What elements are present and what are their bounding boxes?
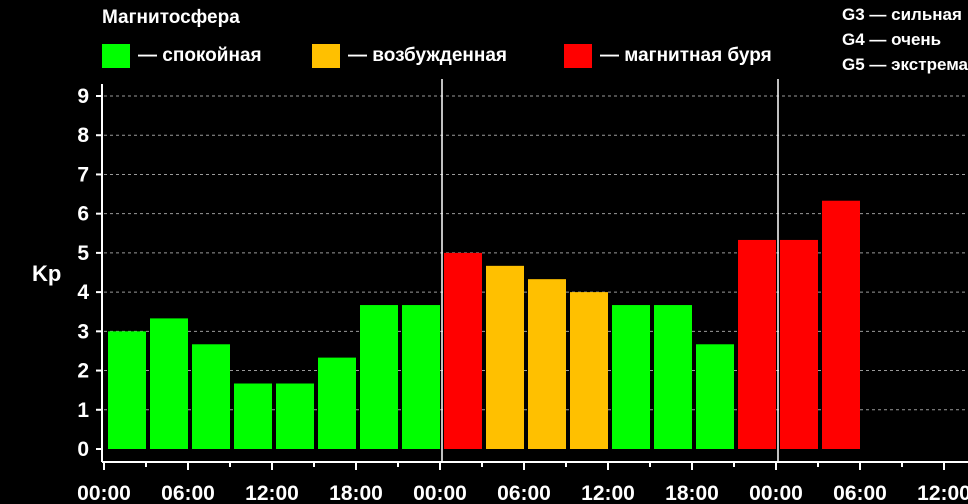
y-tick-label-4: 4 <box>77 281 89 304</box>
y-tick-label-7: 7 <box>77 163 89 186</box>
x-tick-label-4: 00:00 <box>413 482 467 504</box>
bar-14 <box>696 344 734 449</box>
day-separators <box>441 79 779 462</box>
g-scale-g4: G4 — очень <box>842 30 942 49</box>
g-scale-g3: G3 — сильная <box>842 5 962 24</box>
legend-item-storm: — магнитная буря <box>564 43 772 69</box>
x-tick-label-8: 00:00 <box>749 482 803 504</box>
y-tick-label-0: 0 <box>77 438 89 461</box>
legend-swatch-storm <box>564 44 592 68</box>
bar-10 <box>528 279 566 449</box>
legend-item-quiet: — спокойная <box>102 43 262 69</box>
y-tick-label-6: 6 <box>77 203 89 226</box>
bar-1 <box>150 318 188 449</box>
x-tick-label-2: 12:00 <box>245 482 299 504</box>
x-tick-label-0: 00:00 <box>77 482 131 504</box>
bar-16 <box>780 239 818 449</box>
legend-label-active: — возбужденная <box>348 45 508 66</box>
x-tick-label-7: 18:00 <box>665 482 719 504</box>
bar-7 <box>402 305 440 449</box>
bar-17 <box>822 200 860 449</box>
bar-15 <box>738 239 776 449</box>
y-tick-label-5: 5 <box>77 242 89 265</box>
y-axis-label: Kp <box>32 261 62 286</box>
bar-6 <box>360 305 398 449</box>
bar-8 <box>444 252 482 449</box>
bar-4 <box>276 383 314 449</box>
legend-item-active: — возбужденная <box>312 43 507 69</box>
bar-5 <box>318 357 356 449</box>
y-tick-label-1: 1 <box>77 399 89 422</box>
bar-13 <box>654 305 692 449</box>
legend-swatch-quiet <box>102 44 130 68</box>
bar-9 <box>486 265 524 449</box>
x-tick-label-10: 12:00 <box>917 482 968 504</box>
chart-title: Магнитосфера <box>102 7 240 28</box>
g-scale-g5: G5 — экстремальная <box>842 55 968 74</box>
y-tick-label-2: 2 <box>77 360 89 383</box>
legend-label-storm: — магнитная буря <box>600 45 772 66</box>
bar-12 <box>612 305 650 449</box>
legend-label-quiet: — спокойная <box>138 45 262 66</box>
x-tick-label-3: 18:00 <box>329 482 383 504</box>
y-tick-label-8: 8 <box>77 124 89 147</box>
y-axis: 0 1 2 3 4 5 6 7 8 9 <box>77 84 103 462</box>
bar-2 <box>192 344 230 449</box>
g-scale-legend: G3 — сильная G4 — очень G5 — экстремальн… <box>842 2 968 77</box>
x-axis: 00:00 06:00 12:00 18:00 00:00 06:00 12:00 18:00… <box>77 461 968 504</box>
y-tick-label-9: 9 <box>77 85 89 108</box>
legend-swatch-active <box>312 44 340 68</box>
x-tick-label-9: 06:00 <box>833 482 887 504</box>
bar-11 <box>570 292 608 449</box>
x-tick-label-6: 12:00 <box>581 482 635 504</box>
bar-0 <box>108 331 146 449</box>
bar-3 <box>234 383 272 449</box>
x-tick-label-5: 06:00 <box>497 482 551 504</box>
bars <box>108 200 860 449</box>
x-tick-label-1: 06:00 <box>161 482 215 504</box>
y-tick-label-3: 3 <box>77 320 89 343</box>
